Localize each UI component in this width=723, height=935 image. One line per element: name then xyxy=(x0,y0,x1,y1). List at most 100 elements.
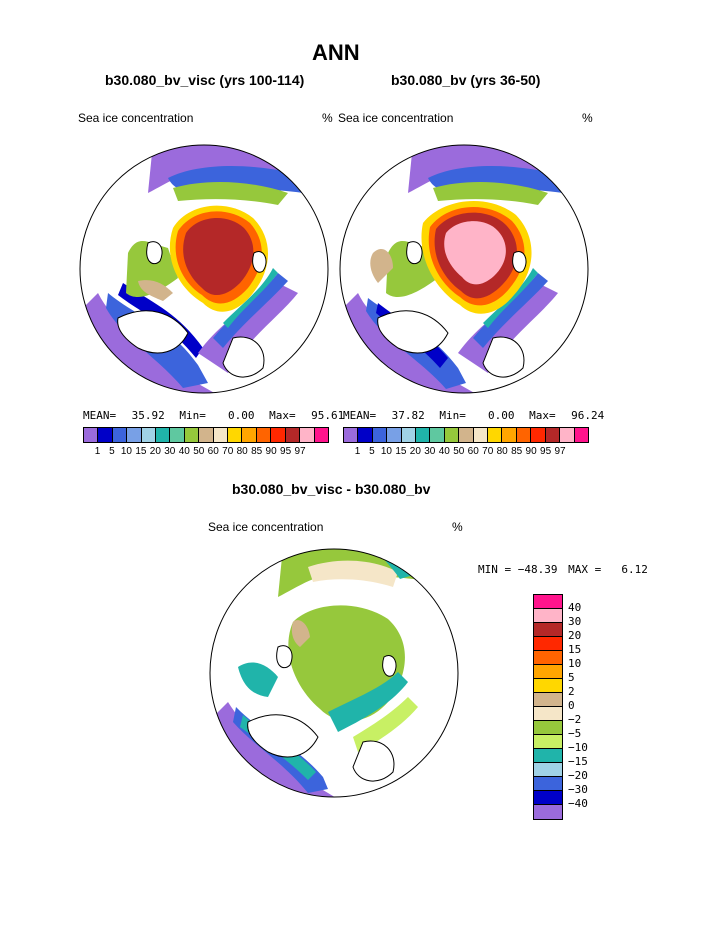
colorbar-tick-label: −2 xyxy=(568,713,582,726)
swatch xyxy=(127,428,142,442)
right-stats: MEAN= 37.82 Min= 0.00 Max= 96.24 xyxy=(343,409,604,422)
swatch xyxy=(534,623,562,637)
right-units-label: % xyxy=(582,111,593,125)
colorbar-tick-label: 95 xyxy=(280,446,292,457)
swatch xyxy=(372,428,388,442)
swatch xyxy=(444,428,460,442)
colorbar-tick-label: 15 xyxy=(568,643,582,656)
swatch xyxy=(314,428,328,442)
colorbar-tick-label: 30 xyxy=(164,446,176,457)
swatch xyxy=(112,428,128,442)
right-colorbar-swatches xyxy=(343,427,589,443)
swatch xyxy=(574,428,588,442)
left-max-label: Max= xyxy=(269,409,296,422)
right-map xyxy=(338,143,590,395)
colorbar-tick-label: 80 xyxy=(236,446,248,457)
right-min-value: 0.00 xyxy=(488,409,515,422)
left-mean-value: 35.92 xyxy=(131,409,165,422)
colorbar-tick-label: 40 xyxy=(178,446,190,457)
colorbar-tick-label: −30 xyxy=(568,783,588,796)
colorbar-tick-label: 10 xyxy=(120,446,132,457)
swatch xyxy=(534,805,562,819)
colorbar-tick-label: 30 xyxy=(424,446,436,457)
right-max-label: Max= xyxy=(529,409,556,422)
swatch xyxy=(560,428,575,442)
right-variable-label: Sea ice concentration xyxy=(338,111,454,125)
arctic-map-icon xyxy=(339,144,589,394)
colorbar-tick-label: 10 xyxy=(380,446,392,457)
swatch xyxy=(199,428,214,442)
swatch xyxy=(545,428,561,442)
swatch xyxy=(502,428,517,442)
right-mean-label: MEAN= xyxy=(343,409,377,422)
left-variable-label: Sea ice concentration xyxy=(78,111,194,125)
colorbar-tick-label: 40 xyxy=(568,601,582,614)
left-min-label: Min= xyxy=(179,409,206,422)
swatch xyxy=(534,749,562,763)
swatch xyxy=(534,595,562,609)
right-colorbar-ticks: 1 5 10 15 20 30 40 50 60 70 80 85 90 95 97 xyxy=(343,443,589,457)
swatch xyxy=(285,428,301,442)
colorbar-tick-label: 60 xyxy=(467,446,479,457)
swatch xyxy=(516,428,532,442)
swatch xyxy=(459,428,474,442)
swatch xyxy=(401,428,417,442)
swatch xyxy=(344,428,359,442)
diff-min-value: −48.39 xyxy=(517,563,558,576)
colorbar-tick-label: 95 xyxy=(540,446,552,457)
swatch xyxy=(242,428,257,442)
diff-variable-label: Sea ice concentration xyxy=(208,520,324,534)
swatch xyxy=(531,428,546,442)
colorbar-tick-label: 80 xyxy=(496,446,508,457)
swatch xyxy=(534,707,562,721)
diff-map xyxy=(208,547,460,799)
colorbar-tick-label: 50 xyxy=(453,446,465,457)
diff-colorbar xyxy=(533,594,563,820)
left-colorbar-swatches xyxy=(83,427,329,443)
colorbar-tick-label: 50 xyxy=(193,446,205,457)
colorbar-tick-label: 60 xyxy=(207,446,219,457)
swatch xyxy=(534,637,562,651)
swatch xyxy=(430,428,445,442)
colorbar-tick-label: 97 xyxy=(294,446,306,457)
swatch xyxy=(271,428,286,442)
swatch xyxy=(534,693,562,707)
swatch xyxy=(170,428,185,442)
left-panel-title: b30.080_bv_visc (yrs 100-114) xyxy=(105,72,305,88)
diff-units-label: % xyxy=(452,520,463,534)
left-colorbar: 1 5 10 15 20 30 40 50 60 70 80 85 90 95 97 xyxy=(83,427,329,457)
colorbar-tick-label: 90 xyxy=(265,446,277,457)
arctic-map-icon xyxy=(209,548,459,798)
left-map xyxy=(78,143,330,395)
colorbar-tick-label: 30 xyxy=(568,615,582,628)
colorbar-tick-label: 1 xyxy=(354,446,361,457)
swatch xyxy=(256,428,272,442)
right-max-value: 96.24 xyxy=(571,409,605,422)
swatch xyxy=(534,609,562,623)
diff-min-label: MIN = xyxy=(478,563,512,576)
colorbar-tick-label: −40 xyxy=(568,797,588,810)
left-colorbar-ticks: 1 5 10 15 20 30 40 50 60 70 80 85 90 95 97 xyxy=(83,443,329,457)
colorbar-tick-label: 10 xyxy=(568,657,582,670)
arctic-map-icon xyxy=(79,144,329,394)
diff-max-value: 6.12 xyxy=(621,563,648,576)
swatch xyxy=(534,651,562,665)
colorbar-tick-label: 1 xyxy=(94,446,101,457)
colorbar-tick-label: 15 xyxy=(395,446,407,457)
diff-max-label: MAX = xyxy=(568,563,602,576)
left-stats: MEAN= 35.92 Min= 0.00 Max= 95.61 xyxy=(83,409,344,422)
swatch xyxy=(156,428,171,442)
figure-title: ANN xyxy=(312,40,360,65)
diff-title: b30.080_bv_visc - b30.080_bv xyxy=(232,481,431,497)
diff-stats: MIN = −48.39 MAX = 6.12 xyxy=(478,563,648,576)
colorbar-tick-label: 20 xyxy=(409,446,421,457)
swatch xyxy=(534,791,562,805)
colorbar-tick-label: 5 xyxy=(109,446,115,457)
swatch xyxy=(300,428,315,442)
swatch xyxy=(488,428,503,442)
swatch xyxy=(184,428,200,442)
right-colorbar: 1 5 10 15 20 30 40 50 60 70 80 85 90 95 97 xyxy=(343,427,589,457)
swatch xyxy=(228,428,243,442)
colorbar-tick-label: 85 xyxy=(251,446,263,457)
swatch xyxy=(534,665,562,679)
